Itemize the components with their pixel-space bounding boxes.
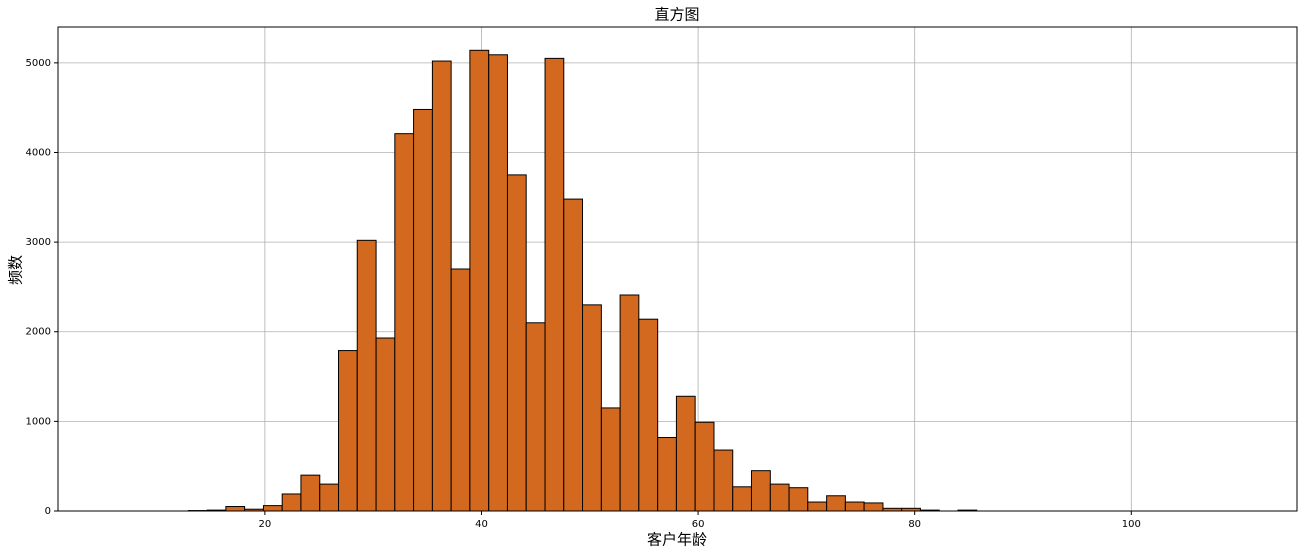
bar <box>319 483 340 512</box>
y-tick-label: 5000 <box>26 58 51 69</box>
bar <box>750 470 771 512</box>
bar <box>788 487 809 512</box>
bar <box>638 318 659 512</box>
bar <box>675 395 696 512</box>
bar <box>413 108 433 512</box>
x-tick-label: 100 <box>1122 519 1141 530</box>
y-tick-label: 1000 <box>26 416 51 427</box>
bar <box>619 294 640 512</box>
bar <box>525 322 546 512</box>
y-tick-label: 2000 <box>26 327 51 338</box>
bar <box>450 268 471 512</box>
bar <box>826 495 846 512</box>
bar <box>582 304 602 512</box>
bar <box>375 337 396 512</box>
bar <box>769 483 790 512</box>
x-axis-label: 客户年龄 <box>647 531 707 549</box>
y-axis-label: 频数 <box>7 255 25 285</box>
y-tick-label: 0 <box>45 506 51 517</box>
bar <box>394 133 415 512</box>
bar <box>356 239 377 512</box>
bar <box>844 501 865 512</box>
plot-frame <box>57 26 1298 512</box>
x-tick-label: 80 <box>908 519 921 530</box>
bar <box>863 502 884 512</box>
bar <box>431 60 452 512</box>
bar <box>807 501 828 512</box>
bar <box>713 449 734 512</box>
bar <box>732 486 752 512</box>
y-tick-label: 4000 <box>26 147 51 158</box>
bar <box>262 505 283 512</box>
bar <box>225 506 246 512</box>
bar <box>300 474 321 512</box>
x-tick-label: 20 <box>258 519 271 530</box>
bar <box>338 350 358 512</box>
bar <box>469 49 490 512</box>
y-tick-label: 3000 <box>26 237 51 248</box>
bar <box>488 54 508 512</box>
bar <box>600 407 621 512</box>
chart-title: 直方图 <box>654 6 699 24</box>
bar <box>506 174 527 512</box>
bar <box>544 57 565 512</box>
bar <box>657 437 677 512</box>
x-tick-label: 40 <box>475 519 488 530</box>
bar <box>281 493 302 512</box>
bar <box>694 421 715 512</box>
bar <box>563 198 584 512</box>
x-tick-label: 60 <box>692 519 705 530</box>
